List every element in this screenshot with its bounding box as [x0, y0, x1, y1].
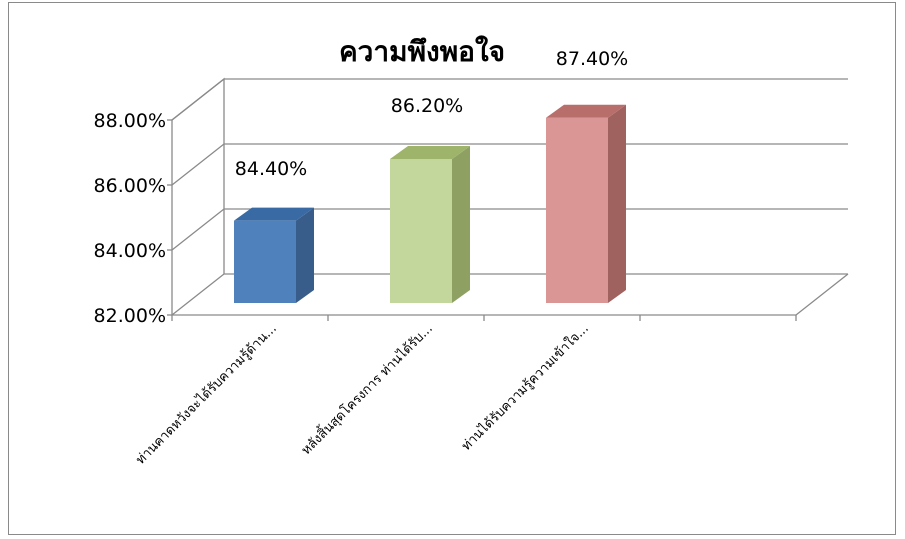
data-labels: 84.40% 86.20% 87.40% — [235, 48, 628, 180]
bar-chart: 82.00% 84.00% 86.00% 88.00% ท่านคาดหวังจะได… — [94, 35, 849, 468]
bar-front — [546, 117, 608, 303]
y-tick-label: 82.00% — [94, 305, 166, 327]
y-tick-label: 84.00% — [94, 240, 166, 262]
bar-top — [546, 104, 626, 118]
x-axis-categories: ท่านคาดหวังจะได้รับความรู้ด้าน... หลังสิ้… — [133, 319, 592, 468]
data-label: 84.40% — [235, 158, 307, 180]
y-axis-ticks: 82.00% 84.00% 86.00% 88.00% — [94, 110, 166, 327]
bar-top — [390, 145, 470, 159]
bar-top — [234, 207, 314, 221]
bar — [390, 145, 470, 303]
bar-front — [390, 158, 452, 303]
gridline — [171, 78, 848, 121]
data-label: 86.20% — [391, 95, 463, 117]
y-tick-label: 86.00% — [94, 175, 166, 197]
y-tick-label: 88.00% — [94, 110, 166, 132]
gridline — [171, 273, 848, 316]
bar-front — [234, 220, 296, 303]
bar-side — [452, 145, 470, 303]
gridline — [171, 143, 848, 186]
category-label: ท่านได้รับความรู้ความเข้าใจ... — [458, 321, 591, 454]
category-label: หลังสิ้นสุดโครงการ ท่านได้รับ... — [297, 319, 436, 458]
gridlines — [167, 78, 848, 321]
bars — [234, 104, 626, 303]
category-label: ท่านคาดหวังจะได้รับความรู้ด้าน... — [133, 321, 280, 468]
gridline — [171, 208, 848, 251]
data-label: 87.40% — [556, 48, 628, 70]
bar — [234, 207, 314, 303]
bar-side — [608, 104, 626, 303]
chart-title: ความพึงพอใจ — [339, 35, 505, 68]
bar-side — [296, 207, 314, 303]
chart-frame: 82.00% 84.00% 86.00% 88.00% ท่านคาดหวังจะได… — [8, 2, 896, 535]
bar — [546, 104, 626, 303]
